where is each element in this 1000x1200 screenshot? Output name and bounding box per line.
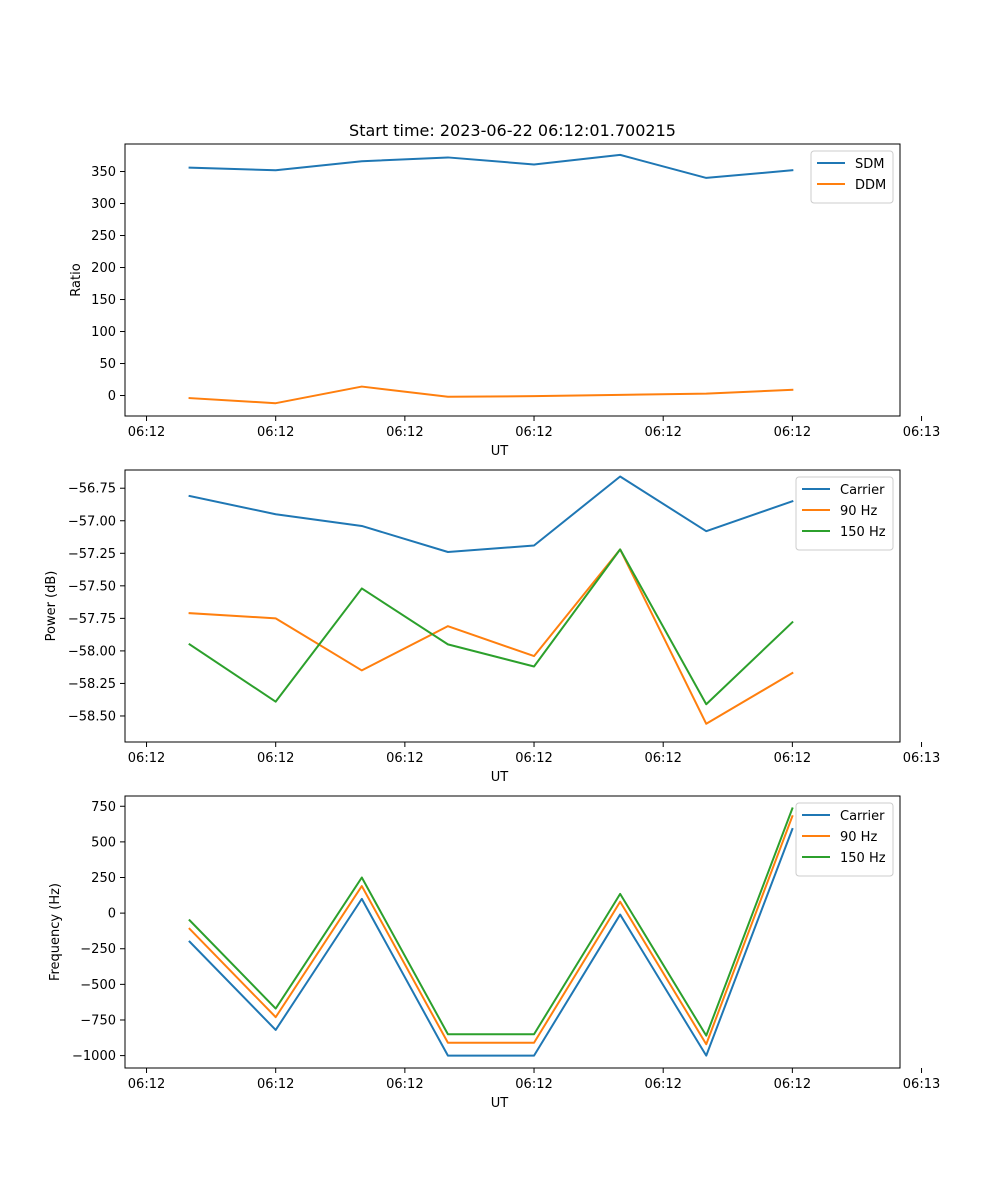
x-tick-label: 06:12 [644, 1077, 681, 1092]
y-tick-label: 100 [91, 325, 116, 340]
plot-frame [124, 795, 901, 1069]
x-tick-label: 06:12 [386, 751, 423, 766]
x-tick-label: 06:13 [903, 425, 940, 440]
x-tick-label: 06:12 [386, 1077, 423, 1092]
x-tick-label: 06:12 [644, 751, 681, 766]
y-tick-label: −58.50 [68, 709, 116, 724]
series-line-150-hz [188, 807, 794, 1037]
legend-label: DDM [855, 178, 886, 193]
x-tick-label: 06:12 [515, 1077, 552, 1092]
x-axis-label: UT [491, 770, 509, 785]
x-tick-label: 06:12 [386, 425, 423, 440]
x-tick-label: 06:12 [257, 1077, 294, 1092]
y-tick-label: −56.75 [68, 482, 116, 497]
x-tick-label: 06:12 [644, 425, 681, 440]
series-line-carrier [188, 475, 794, 553]
x-axis-label: UT [491, 1096, 509, 1111]
series-line-90-hz [188, 814, 794, 1046]
x-tick-label: 06:13 [903, 1077, 940, 1092]
y-axis-label: Power (dB) [44, 571, 59, 642]
y-axis-label: Ratio [69, 263, 84, 296]
x-tick-label: 06:12 [128, 425, 165, 440]
legend-label: Carrier [840, 483, 885, 498]
chart-1: Start time: 2023-06-22 06:12:01.700215 06… [69, 121, 940, 459]
legend: Carrier 90 Hz 150 Hz [795, 476, 894, 551]
plot-frame [124, 469, 901, 743]
y-tick-label: 300 [91, 197, 116, 212]
y-tick-label: 0 [108, 389, 116, 404]
y-tick-label: −500 [80, 978, 116, 993]
chart-title: Start time: 2023-06-22 06:12:01.700215 [349, 121, 676, 140]
legend-label: Carrier [840, 809, 885, 824]
x-tick-label: 06:12 [774, 751, 811, 766]
legend-label: 90 Hz [840, 504, 877, 519]
y-tick-label: 350 [91, 165, 116, 180]
y-tick-label: 250 [91, 871, 116, 886]
x-axis-label: UT [491, 444, 509, 459]
y-tick-label: 750 [91, 800, 116, 815]
legend: Carrier 90 Hz 150 Hz [795, 802, 894, 877]
y-tick-label: −1000 [72, 1049, 116, 1064]
y-tick-label: −57.75 [68, 612, 116, 627]
x-tick-label: 06:12 [128, 751, 165, 766]
y-axis-label: Frequency (Hz) [48, 883, 63, 981]
x-tick-label: 06:12 [515, 751, 552, 766]
series-line-carrier [188, 827, 794, 1057]
chart-2: 06:12 06:12 06:12 06:12 06:12 06:12 06:13 −58.5… [44, 469, 940, 785]
legend-label: 150 Hz [840, 525, 886, 540]
y-tick-label: 200 [91, 261, 116, 276]
x-tick-label: 06:12 [774, 1077, 811, 1092]
x-tick-label: 06:12 [128, 1077, 165, 1092]
y-tick-label: −57.00 [68, 514, 116, 529]
x-tick-label: 06:12 [257, 751, 294, 766]
series-line-sdm [188, 153, 794, 179]
x-tick-label: 06:12 [774, 425, 811, 440]
y-tick-label: −57.25 [68, 547, 116, 562]
y-tick-label: 250 [91, 229, 116, 244]
y-tick-label: −750 [80, 1013, 116, 1028]
series-line-ddm [188, 385, 794, 405]
series-line-90-hz [188, 548, 794, 725]
plot-frame [124, 143, 901, 417]
y-tick-label: −58.00 [68, 644, 116, 659]
y-tick-label: 500 [91, 835, 116, 850]
legend: SDM DDM [810, 150, 894, 204]
y-tick-label: −57.50 [68, 579, 116, 594]
y-tick-label: −250 [80, 942, 116, 957]
series-line-150-hz [188, 548, 794, 706]
x-tick-label: 06:12 [515, 425, 552, 440]
legend-label: SDM [855, 157, 884, 172]
legend-label: 150 Hz [840, 851, 886, 866]
y-tick-label: 0 [108, 907, 116, 922]
x-tick-label: 06:12 [257, 425, 294, 440]
y-tick-label: −58.25 [68, 677, 116, 692]
chart-3: 06:12 06:12 06:12 06:12 06:12 06:12 06:13 −1000… [48, 795, 940, 1111]
y-tick-label: 50 [99, 357, 116, 372]
legend-label: 90 Hz [840, 830, 877, 845]
y-tick-label: 150 [91, 293, 116, 308]
x-tick-label: 06:13 [903, 751, 940, 766]
